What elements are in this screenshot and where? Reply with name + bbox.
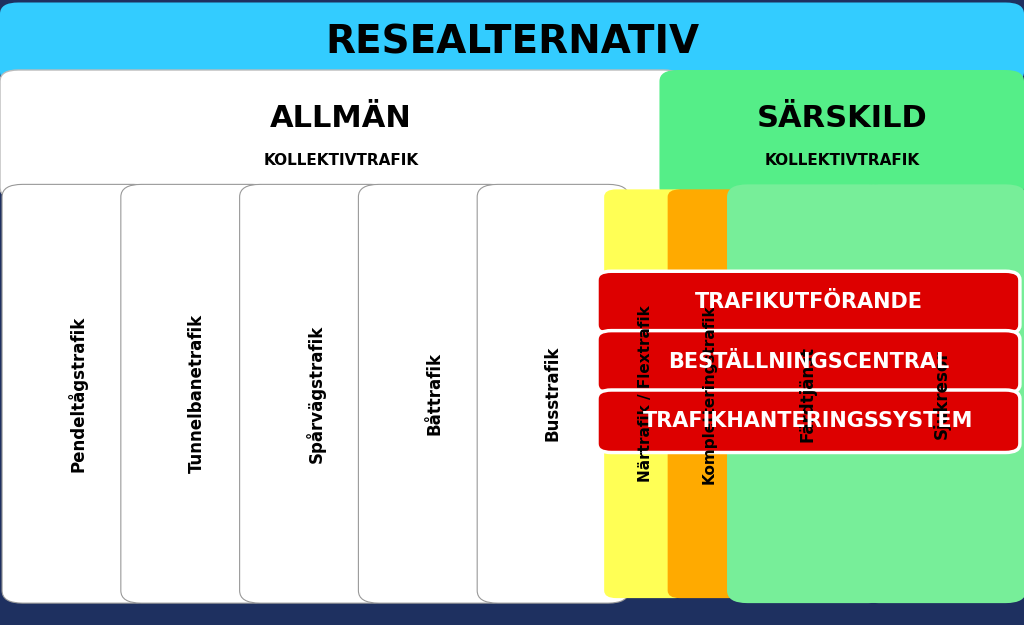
Text: Pendeltågstrafik: Pendeltågstrafik — [68, 316, 88, 472]
Text: RESEALTERNATIV: RESEALTERNATIV — [325, 24, 699, 62]
Text: TRAFIKHANTERINGSSYSTEM: TRAFIKHANTERINGSSYSTEM — [643, 411, 974, 431]
FancyBboxPatch shape — [2, 184, 154, 603]
FancyBboxPatch shape — [858, 184, 1024, 603]
Text: Närtrafik / Flextrafik: Närtrafik / Flextrafik — [638, 306, 653, 482]
Text: Busstrafik: Busstrafik — [544, 346, 562, 441]
FancyBboxPatch shape — [477, 184, 629, 603]
FancyBboxPatch shape — [604, 189, 687, 598]
FancyBboxPatch shape — [121, 184, 272, 603]
Text: Spårvägstrafik: Spårvägstrafik — [305, 324, 326, 463]
Text: ALLMÄN: ALLMÄN — [270, 104, 412, 133]
FancyBboxPatch shape — [0, 70, 682, 199]
FancyBboxPatch shape — [0, 2, 1024, 83]
Text: KOLLEKTIVTRAFIK: KOLLEKTIVTRAFIK — [263, 154, 419, 169]
Text: Sjukresor: Sjukresor — [933, 349, 951, 439]
FancyBboxPatch shape — [597, 390, 1020, 452]
Text: SÄRSKILD: SÄRSKILD — [757, 104, 927, 133]
FancyBboxPatch shape — [668, 189, 751, 598]
Text: KOLLEKTIVTRAFIK: KOLLEKTIVTRAFIK — [764, 154, 920, 169]
FancyBboxPatch shape — [240, 184, 391, 603]
FancyBboxPatch shape — [727, 184, 889, 603]
Text: TRAFIKUTFÖRANDE: TRAFIKUTFÖRANDE — [694, 292, 923, 312]
Text: BESTÄLLNINGSCENTRAL: BESTÄLLNINGSCENTRAL — [668, 352, 949, 372]
FancyBboxPatch shape — [659, 70, 1024, 199]
Text: Färdtjänst: Färdtjänst — [799, 346, 817, 442]
Text: Kompletteringstrafik: Kompletteringstrafik — [701, 304, 717, 484]
FancyBboxPatch shape — [358, 184, 510, 603]
FancyBboxPatch shape — [597, 271, 1020, 334]
FancyBboxPatch shape — [597, 331, 1020, 393]
Text: Tunnelbanetrafik: Tunnelbanetrafik — [187, 314, 206, 473]
Text: Båttrafik: Båttrafik — [425, 352, 443, 435]
